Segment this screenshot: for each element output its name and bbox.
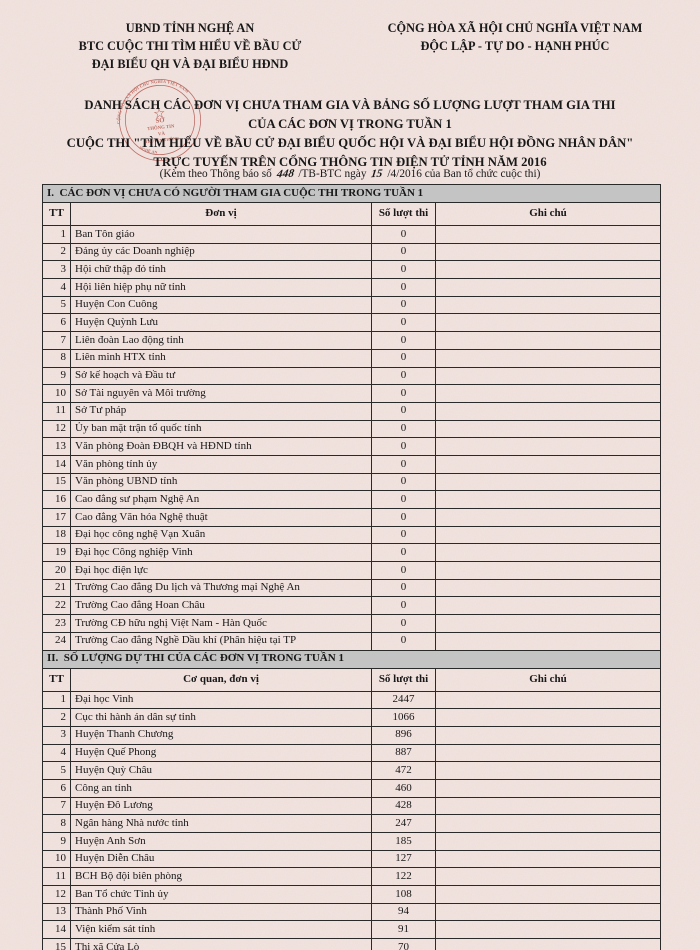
svg-text:VÀ: VÀ xyxy=(158,131,166,138)
svg-text:CỘNG HÒA XÃ HỘI CHỦ NGHĨA VIỆT: CỘNG HÒA XÃ HỘI CHỦ NGHĨA VIỆT NAM xyxy=(111,76,192,125)
svg-text:SỞ: SỞ xyxy=(155,116,166,125)
svg-text:THÔNG TIN: THÔNG TIN xyxy=(147,123,175,132)
